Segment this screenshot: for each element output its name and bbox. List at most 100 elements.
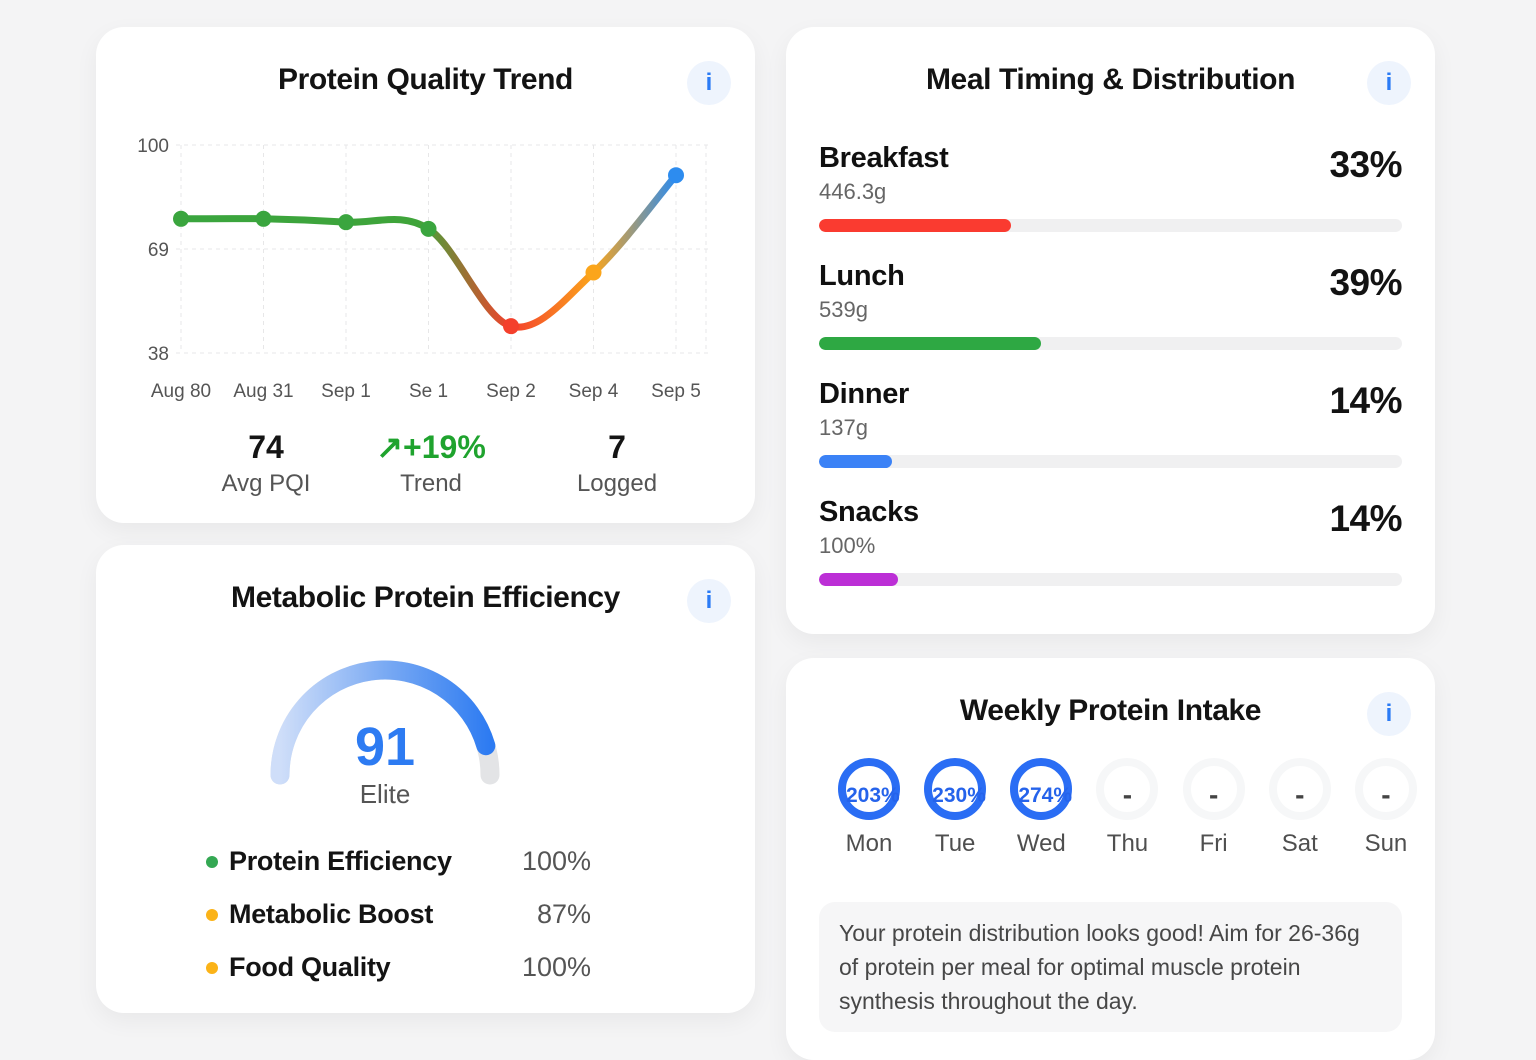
efficiency-gauge [270, 660, 500, 785]
legend-dot-icon [206, 961, 218, 974]
legend-row-metabolic-boost: Metabolic Boost 87% [206, 888, 591, 941]
meal-progress-track [819, 455, 1402, 468]
meal-row-dinner: Dinner 137g 14% [819, 377, 1402, 468]
svg-text:Sep 1: Sep 1 [321, 381, 371, 402]
day-ring-wed[interactable]: 274% [1010, 758, 1073, 820]
day-item-thu: - Thu [1087, 758, 1167, 858]
page-title: Weekly Protein Intake [959, 694, 1262, 727]
legend-dot-icon [206, 908, 218, 921]
day-ring-thu[interactable]: - [1096, 758, 1159, 820]
day-item-tue: 230% Tue [915, 758, 995, 858]
day-item-sun: - Sun [1346, 758, 1426, 858]
legend-value: 100% [521, 846, 591, 876]
meal-amount: 137g [819, 415, 868, 440]
day-ring-tue[interactable]: 230% [924, 758, 987, 820]
meal-percent: 14% [1329, 380, 1402, 421]
day-label: Mon [845, 830, 893, 857]
weekly-intake-card: Weekly Protein Intake i 203% Mon 230% Tu… [786, 658, 1435, 1060]
logged-value: 7 [608, 429, 626, 465]
page-title: Meal Timing & Distribution [925, 63, 1296, 96]
day-ring-mon[interactable]: 203% [838, 758, 900, 820]
logged-stat: 7 Logged [537, 427, 697, 498]
info-icon[interactable]: i [687, 579, 731, 623]
meal-amount: 100% [819, 533, 876, 558]
day-ring-sat[interactable]: - [1268, 758, 1331, 820]
legend-row-protein-efficiency: Protein Efficiency 100% [206, 835, 591, 888]
trend-value: ↗+19% [376, 429, 486, 465]
meal-name: Snacks [819, 496, 919, 528]
svg-text:Sep 4: Sep 4 [569, 381, 619, 402]
avg-pqi-stat: 74 Avg PQI [186, 427, 346, 498]
metabolic-efficiency-card: Metabolic Protein Efficiency i 91 Elite … [96, 545, 755, 1013]
info-icon[interactable]: i [1367, 692, 1411, 736]
trend-stats-row: 74 Avg PQI ↗+19% Trend 7 Logged [96, 427, 755, 517]
avg-pqi-label: Avg PQI [221, 470, 311, 497]
day-label: Tue [934, 830, 976, 857]
meal-progress-fill [819, 337, 1041, 350]
gauge-score: 91 [354, 717, 416, 777]
svg-text:Sep 5: Sep 5 [651, 381, 701, 402]
svg-text:Aug 80: Aug 80 [151, 381, 211, 402]
info-icon[interactable]: i [1367, 61, 1411, 105]
card-header: Metabolic Protein Efficiency i [96, 545, 755, 623]
day-ring-fri[interactable]: - [1182, 758, 1245, 820]
trend-stat: ↗+19% Trend [351, 427, 511, 498]
day-label: Thu [1106, 830, 1149, 857]
page-title: Metabolic Protein Efficiency [231, 581, 620, 614]
meal-timing-card: Meal Timing & Distribution i Breakfast 4… [786, 27, 1435, 634]
meal-row-snacks: Snacks 100% 14% [819, 495, 1402, 586]
svg-text:Se 1: Se 1 [409, 381, 448, 402]
protein-quality-trend-card: Protein Quality Trend i 100 69 38 Aug 80 Aug… [96, 27, 755, 523]
day-item-wed: 274% Wed [1001, 758, 1081, 858]
meal-progress-track [819, 219, 1402, 232]
legend-label: Metabolic Boost [229, 899, 434, 929]
day-item-fri: - Fri [1174, 758, 1254, 858]
meal-name: Lunch [819, 260, 905, 292]
meal-percent: 33% [1329, 144, 1402, 185]
meal-list: Breakfast 446.3g 33% Lunch 539g 39% Dinn… [819, 141, 1402, 613]
day-ring-sun[interactable]: - [1354, 758, 1417, 820]
legend-value: 100% [521, 952, 591, 982]
meal-amount: 539g [819, 297, 868, 322]
svg-text:69: 69 [148, 240, 169, 261]
meal-progress-track [819, 337, 1402, 350]
meal-percent: 14% [1329, 498, 1402, 539]
meal-progress-track [819, 573, 1402, 586]
meal-row-lunch: Lunch 539g 39% [819, 259, 1402, 350]
pqi-line-chart: 100 69 38 Aug 80 Aug 31 Sep 1 Se 1 Sep 2 Sep 4 Se… [137, 136, 711, 402]
advice-note: Your protein distribution looks good! Ai… [819, 902, 1402, 1032]
meal-percent: 39% [1329, 262, 1402, 303]
meal-progress-fill [819, 219, 1012, 232]
meal-progress-fill [819, 573, 898, 586]
legend-label: Food Quality [229, 952, 391, 982]
logged-label: Logged [576, 470, 658, 497]
legend-dot-icon [206, 855, 218, 868]
efficiency-legend: Protein Efficiency 100% Metabolic Boost … [206, 835, 591, 994]
avg-pqi-value: 74 [248, 429, 284, 465]
svg-text:Sep 2: Sep 2 [486, 381, 536, 402]
legend-row-food-quality: Food Quality 100% [206, 941, 591, 994]
day-label: Sun [1364, 830, 1408, 857]
card-header: Protein Quality Trend i [96, 27, 755, 105]
meal-amount: 446.3g [819, 179, 887, 204]
meal-name: Dinner [819, 378, 910, 410]
svg-text:Aug 31: Aug 31 [233, 381, 293, 402]
gauge-tier-label: Elite [359, 779, 411, 809]
day-item-sat: - Sat [1260, 758, 1340, 858]
card-header: Meal Timing & Distribution i [786, 27, 1435, 105]
week-day-row: 203% Mon 230% Tue 274% Wed - Thu - Fri -… [829, 758, 1426, 858]
info-icon[interactable]: i [687, 61, 731, 105]
page-title: Protein Quality Trend [278, 63, 573, 96]
day-label: Wed [1016, 830, 1066, 857]
legend-label: Protein Efficiency [229, 846, 452, 876]
day-label: Fri [1199, 830, 1228, 857]
card-header: Weekly Protein Intake i [786, 658, 1435, 736]
legend-value: 87% [536, 899, 591, 929]
meal-progress-fill [819, 455, 892, 468]
svg-text:38: 38 [148, 344, 169, 365]
day-item-mon: 203% Mon [829, 758, 909, 858]
svg-text:100: 100 [137, 136, 169, 157]
meal-row-breakfast: Breakfast 446.3g 33% [819, 141, 1402, 232]
meal-name: Breakfast [819, 142, 949, 174]
day-label: Sat [1281, 830, 1318, 857]
